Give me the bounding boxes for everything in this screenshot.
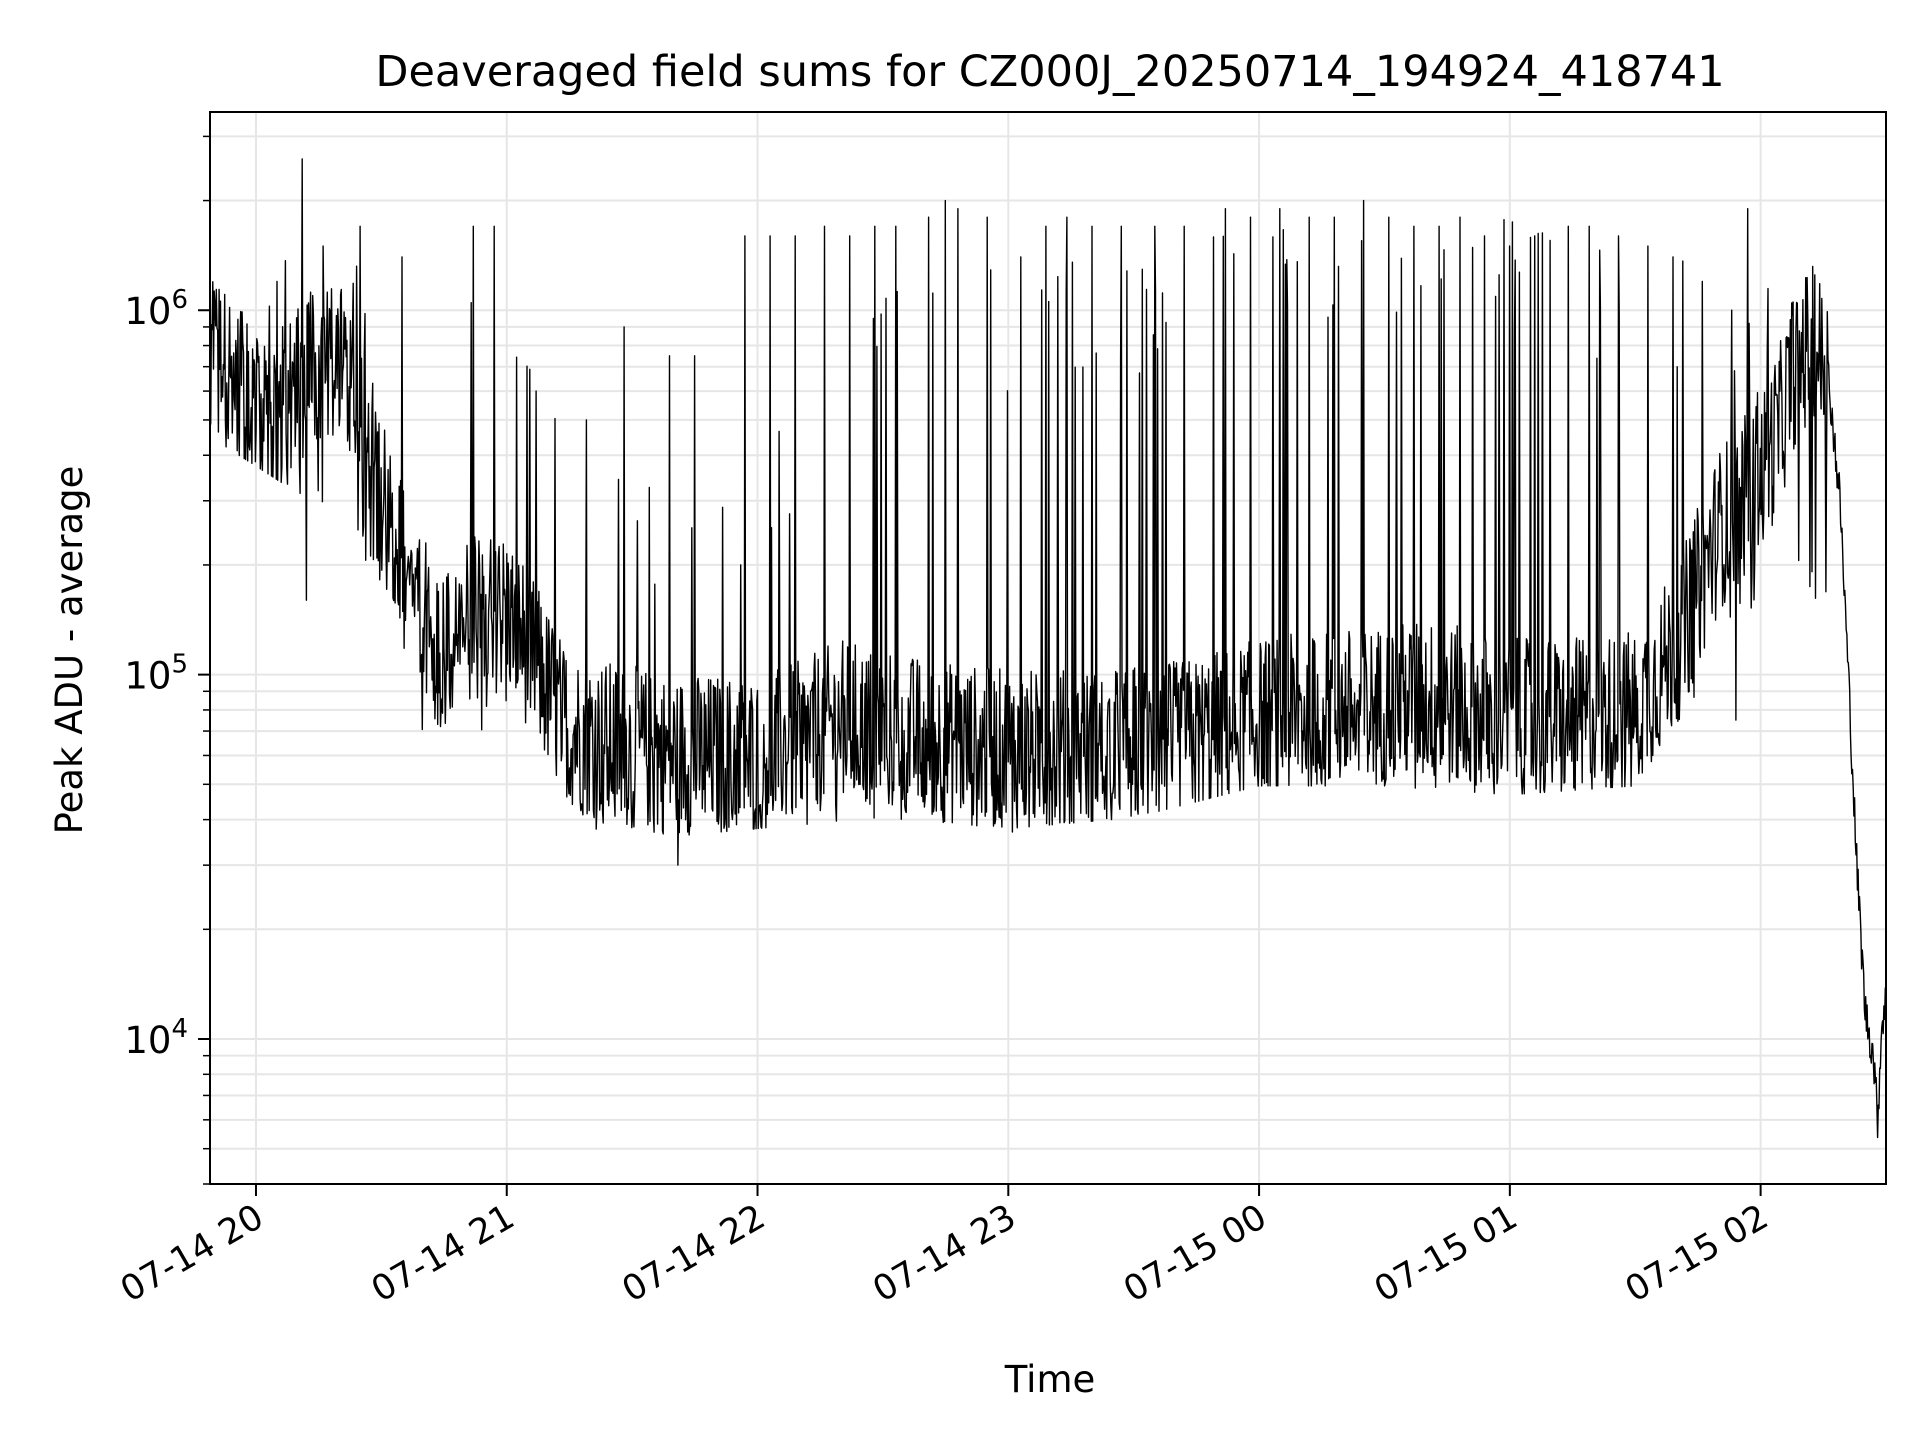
y-tick-exponent: 6 — [171, 285, 188, 315]
y-axis-label: Peak ADU - average — [48, 466, 91, 835]
series-area — [209, 158, 1887, 1139]
y-tick-label: 104 — [124, 1014, 188, 1062]
plot-frame — [209, 111, 1887, 1185]
x-axis-label: Time — [1004, 1358, 1096, 1401]
series-line — [209, 158, 1887, 1139]
chart-title: Deaveraged field sums for CZ000J_2025071… — [375, 47, 1724, 97]
y-tick-exponent: 4 — [171, 1014, 188, 1044]
y-tick-exponent: 5 — [171, 650, 188, 680]
